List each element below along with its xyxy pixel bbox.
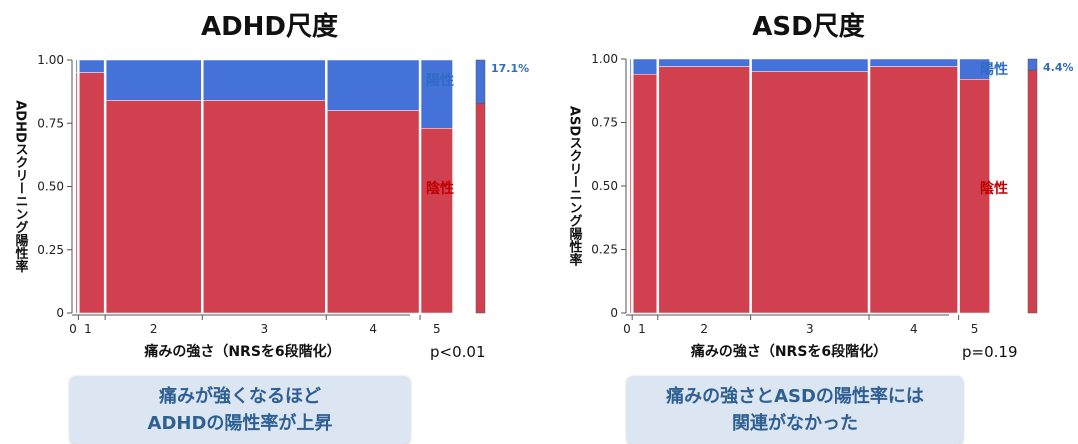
legend-positive: 陽性 (426, 72, 454, 89)
x-tick-label: 3 (260, 322, 268, 336)
overall-positive-bar (475, 59, 486, 104)
legend-positive: 陽性 (980, 61, 1008, 78)
y-tick-label: 0.75 (37, 116, 64, 130)
mosaic-segment-negative (959, 79, 990, 314)
x-tick-label: 5 (433, 322, 441, 336)
mosaic-segment-positive (629, 58, 632, 75)
asd-panel: ASD尺度 0 0.25 0.50 0.75 1.00 ASDスクリーニング陽性率 0 1 2 3… (539, 0, 1078, 444)
conclusion-box: 痛みが強くなるほど ADHDの陽性率が上昇 (70, 376, 410, 444)
y-tick-label: 0.50 (37, 180, 64, 194)
mosaic-segment-negative (420, 128, 453, 314)
y-tick-label: 0 (56, 306, 64, 320)
mosaic-segment-positive (632, 58, 658, 75)
chart-title: ASD尺度 (752, 12, 865, 42)
mosaic-segment-positive (327, 59, 420, 111)
x-tick-label: 1 (638, 322, 646, 336)
mosaic-segment-negative (658, 66, 750, 314)
mosaic-segment-positive (869, 58, 958, 67)
mosaic-segment-positive (420, 59, 453, 129)
conclusion-line-1: 痛みの強さとASDの陽性率には (666, 386, 924, 407)
overall-positive-label: 17.1% (491, 62, 529, 75)
x-tick-label: 0 (69, 322, 77, 336)
x-tick-label: 0 (623, 322, 631, 336)
overall-positive-bar (1027, 58, 1038, 71)
y-tick-label: 0.25 (591, 243, 618, 257)
conclusion-box: 痛みの強さとASDの陽性率には 関連がなかった (627, 376, 963, 444)
conclusion-line-2: ADHDの陽性率が上昇 (147, 413, 333, 434)
mosaic-segment-negative (203, 100, 326, 314)
mosaic-segment-negative (751, 71, 869, 314)
y-tick-label: 0 (610, 306, 618, 320)
x-axis-title: 痛みの強さ（NRSを6段階化） (690, 343, 887, 360)
legend-negative: 陰性 (426, 180, 454, 197)
x-tick-label: 1 (84, 322, 92, 336)
x-tick-label: 3 (806, 322, 814, 336)
p-value: p=0.19 (962, 343, 1018, 361)
y-axis-title: ADHDスクリーニング陽性率 (13, 100, 29, 274)
p-value: p<0.01 (430, 343, 486, 361)
mosaic-segment-positive (203, 59, 326, 101)
x-tick-label: 5 (971, 322, 979, 336)
conclusion-line-1: 痛みが強くなるほど (159, 386, 321, 407)
legend-negative: 陰性 (980, 180, 1008, 197)
y-tick-label: 1.00 (591, 52, 618, 66)
mosaic-segment-positive (75, 59, 78, 73)
conclusion-line-2: 関連がなかった (732, 413, 858, 434)
mosaic-segment-negative (869, 66, 958, 314)
x-axis-title: 痛みの強さ（NRSを6段階化） (143, 343, 340, 360)
mosaic-segment-negative (79, 72, 105, 314)
y-tick-label: 0.50 (591, 179, 618, 193)
x-tick-label: 2 (150, 322, 158, 336)
overall-negative-bar (475, 103, 486, 314)
y-tick-label: 1.00 (37, 53, 64, 67)
mosaic-segment-negative (327, 110, 420, 314)
y-tick-label: 0.75 (591, 116, 618, 130)
mosaic-segment-negative (105, 100, 202, 314)
mosaic-segment-negative (75, 72, 78, 314)
y-tick-label: 0.25 (37, 243, 64, 257)
chart-title: ADHD尺度 (200, 12, 339, 42)
adhd-panel: ADHD尺度 0 0.25 0.50 0.75 1.00 ADHDスクリーニング陽性率 0 1… (13, 12, 530, 444)
x-tick-label: 2 (700, 322, 708, 336)
y-axis-title: ASDスクリーニング陽性率 (567, 106, 583, 268)
mosaic-segment-negative (629, 73, 632, 314)
mosaic-segment-positive (751, 58, 869, 72)
overall-positive-label: 4.4% (1043, 61, 1074, 74)
x-tick-label: 4 (369, 322, 377, 336)
x-tick-label: 4 (910, 322, 918, 336)
mosaic-segment-negative (632, 73, 658, 314)
mosaic-segment-positive (79, 59, 105, 73)
mosaic-segment-positive (105, 59, 202, 101)
overall-negative-bar (1027, 69, 1038, 314)
mosaic-segment-positive (658, 58, 750, 67)
